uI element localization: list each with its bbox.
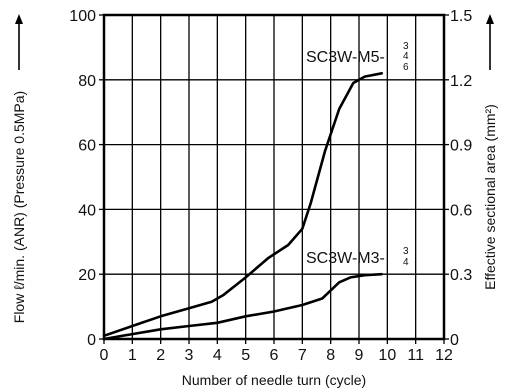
y-left-arrow-head xyxy=(15,14,23,24)
x-axis-ticks: 0 1 2 3 4 5 6 7 8 9 10 11 12 xyxy=(100,339,453,364)
series-line-1 xyxy=(102,72,383,338)
x-tick-label: 7 xyxy=(298,347,307,364)
series-label-1: SC3W-M5- xyxy=(306,49,385,66)
series-label-1-fraction: 3 xyxy=(403,41,409,52)
series-line-2 xyxy=(102,272,383,341)
y-right-axis-ticks: 0 0.3 0.6 0.9 1.2 1.5 xyxy=(444,8,472,349)
y-right-tick-label: 1.5 xyxy=(450,8,472,25)
y-left-axis-label-group: Flow ℓ/min. (ANR) (Pressure 0.5MPa) xyxy=(11,14,27,323)
y-right-axis-label-group: Effective sectional area (mm²) xyxy=(482,14,498,290)
series-label-1-fraction: 4 xyxy=(403,51,409,62)
series-label-2: SC3W-M3- xyxy=(306,250,385,267)
y-right-tick-label: 1.2 xyxy=(450,73,472,90)
x-tick-label: 0 xyxy=(100,347,109,364)
y-left-axis-label: Flow ℓ/min. (ANR) (Pressure 0.5MPa) xyxy=(11,91,27,323)
y-right-tick-label: 0.6 xyxy=(450,202,472,219)
x-tick-label: 11 xyxy=(407,347,424,364)
grid-lines xyxy=(104,15,444,339)
series-lines xyxy=(102,72,383,341)
series-label-1-fraction: 6 xyxy=(403,62,409,73)
x-tick-label: 12 xyxy=(435,347,453,364)
y-right-tick-label: 0.9 xyxy=(450,138,472,155)
x-tick-label: 6 xyxy=(270,347,279,364)
y-right-axis-label: Effective sectional area (mm²) xyxy=(482,104,498,290)
y-left-tick-label: 100 xyxy=(69,8,96,25)
series-label-2-fraction: 4 xyxy=(403,257,409,268)
series-label-2-fraction: 3 xyxy=(403,246,409,257)
x-tick-label: 9 xyxy=(355,347,364,364)
x-tick-label: 10 xyxy=(378,347,396,364)
y-left-tick-label: 40 xyxy=(78,202,96,219)
y-right-arrow-head xyxy=(486,14,494,24)
y-left-tick-label: 20 xyxy=(78,267,96,284)
x-tick-label: 1 xyxy=(128,347,137,364)
x-axis-label: Number of needle turn (cycle) xyxy=(182,372,366,388)
x-tick-label: 2 xyxy=(156,347,165,364)
y-right-tick-label: 0 xyxy=(450,332,459,349)
y-left-axis-ticks: 0 20 40 60 80 100 xyxy=(69,8,104,349)
x-tick-label: 4 xyxy=(213,347,222,364)
y-right-tick-label: 0.3 xyxy=(450,267,472,284)
x-tick-label: 8 xyxy=(326,347,335,364)
y-left-tick-label: 80 xyxy=(78,73,96,90)
y-left-tick-label: 60 xyxy=(78,138,96,155)
x-tick-label: 3 xyxy=(185,347,194,364)
y-left-tick-label: 0 xyxy=(87,332,96,349)
x-tick-label: 5 xyxy=(241,347,250,364)
